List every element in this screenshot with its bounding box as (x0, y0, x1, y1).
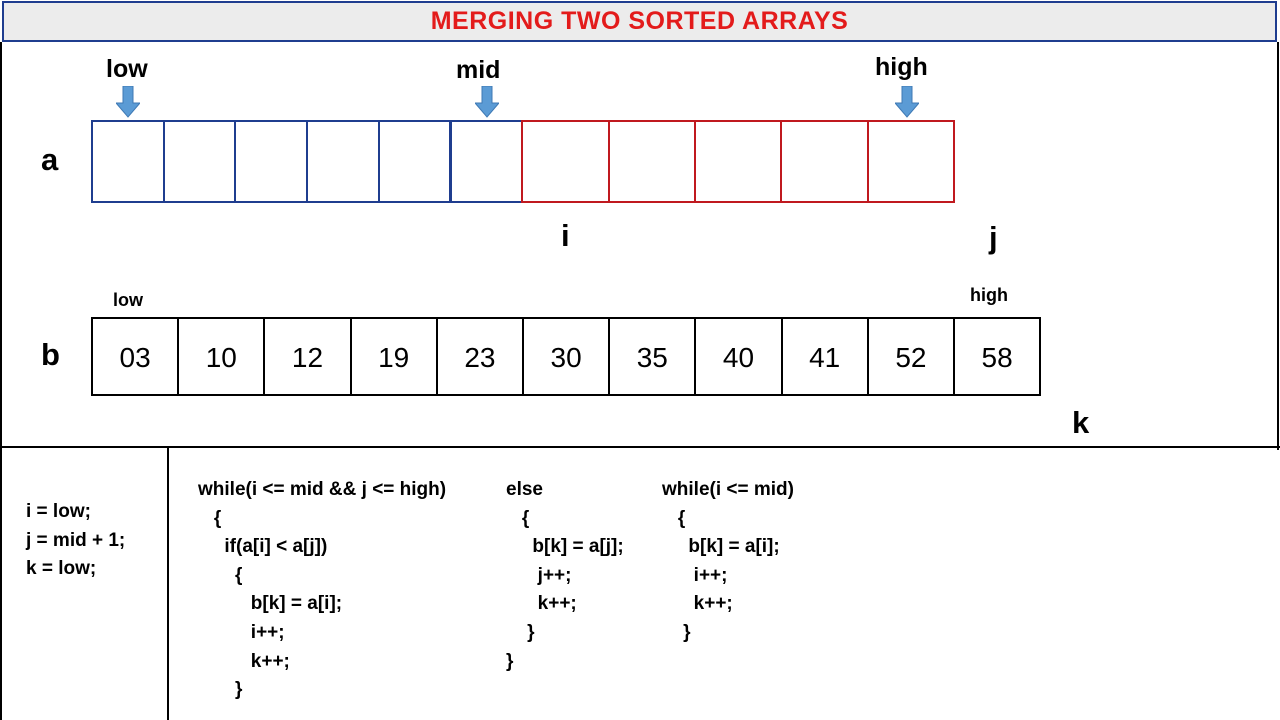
code-line: j = mid + 1; (26, 529, 126, 551)
array-a-cell (449, 120, 524, 203)
k-index-label: k (1072, 405, 1090, 440)
code-line: k++; (662, 593, 733, 615)
high-pointer-label: high (875, 53, 928, 81)
low-arrow-icon (116, 86, 140, 118)
code-line: b[k] = a[i]; (662, 536, 780, 558)
page-title: MERGING TWO SORTED ARRAYS (430, 7, 849, 35)
code-line: k++; (506, 593, 577, 615)
code-line: i = low; (26, 501, 91, 522)
code-line: j++; (506, 564, 572, 586)
array-b-cell: 23 (435, 317, 524, 396)
b-low-label: low (113, 290, 143, 310)
code-line: k++; (198, 650, 290, 672)
code-line: } (506, 621, 535, 643)
array-b-cell: 03 (91, 317, 180, 396)
code-line: { (198, 507, 222, 529)
array-b-cell: 35 (608, 317, 697, 396)
array-a-cell (306, 120, 380, 203)
merge-loop-code: while(i <= mid && j <= high) { if(a[i] <… (198, 476, 446, 705)
array-b-cell: 40 (694, 317, 783, 396)
array-a-cell (694, 120, 783, 203)
mid-pointer-label: mid (456, 56, 501, 84)
code-line: b[k] = a[j]; (506, 536, 624, 558)
array-b-name: b (41, 337, 60, 372)
code-line: k = low; (26, 558, 97, 580)
array-b-cell: 30 (522, 317, 611, 396)
frame-left-border (0, 42, 2, 720)
frame-right-border (1277, 42, 1279, 450)
array-a-cell (521, 120, 610, 203)
code-line: } (662, 621, 691, 643)
array-a-cell (91, 120, 165, 203)
array-b-cell: 41 (780, 317, 869, 396)
mid-arrow-icon (475, 86, 499, 118)
code-line: { (506, 507, 530, 529)
array-a-cell (377, 120, 452, 203)
array-b-cell: 19 (349, 317, 438, 396)
array-a-cell (234, 120, 309, 203)
array-b-cell: 10 (177, 317, 266, 396)
code-line: i++; (662, 564, 728, 586)
array-a-cell (162, 120, 237, 203)
array-a-cell (607, 120, 696, 203)
code-line: while(i <= mid && j <= high) (198, 479, 447, 500)
low-pointer-label: low (106, 55, 148, 83)
i-index-label: i (561, 218, 570, 253)
high-arrow-icon (895, 86, 919, 118)
b-high-label: high (970, 285, 1008, 305)
code-line: else (506, 479, 543, 500)
array-a-cell (866, 120, 956, 203)
init-code: i = low; j = mid + 1; k = low; (26, 498, 125, 584)
code-line: { (662, 507, 686, 529)
array-a-name: a (41, 142, 59, 177)
array-b-cell: 52 (866, 317, 955, 396)
title-bar: MERGING TWO SORTED ARRAYS (2, 1, 1277, 42)
code-line: if(a[i] < a[j]) (198, 536, 328, 558)
code-line: i++; (198, 621, 285, 643)
j-index-label: j (989, 220, 998, 255)
code-line: while(i <= mid) (662, 479, 794, 500)
code-line: b[k] = a[i]; (198, 593, 343, 615)
remaining-copy-code: while(i <= mid) { b[k] = a[i]; i++; k++;… (662, 476, 794, 648)
array-a-cell (780, 120, 869, 203)
section-divider (0, 446, 1280, 448)
code-line: { (198, 564, 243, 586)
code-line: } (506, 650, 514, 672)
else-block-code: else { b[k] = a[j]; j++; k++; }} (506, 476, 624, 676)
array-b-cell: 58 (953, 317, 1042, 396)
code-line: } (198, 679, 243, 701)
code-column-divider (167, 446, 169, 720)
array-b-cell: 12 (263, 317, 352, 396)
